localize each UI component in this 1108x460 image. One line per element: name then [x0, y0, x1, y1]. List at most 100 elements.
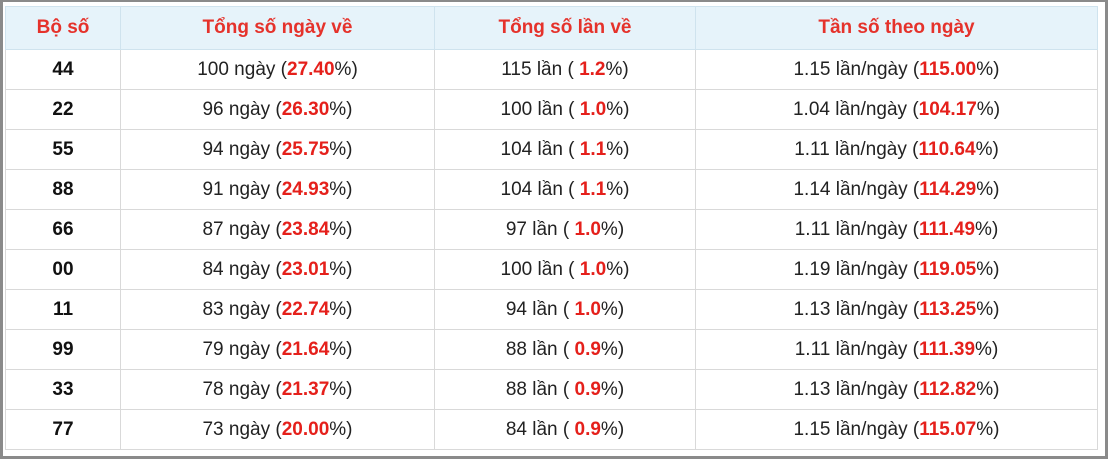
cell-text: 94 ngày ( [202, 138, 282, 160]
highlight-percent: 119.05 [919, 258, 977, 280]
cell-text: %) [600, 418, 625, 440]
highlight-percent: 22.74 [281, 298, 330, 320]
stat-cell: 91 ngày (24.93%) [120, 169, 435, 210]
cell-text: %) [600, 218, 625, 240]
cell-text: %) [976, 258, 1000, 280]
cell-text: 1.11 lần/ngày ( [794, 338, 920, 360]
table-body: 44 100 ngày (27.40%) 115 lần ( 1.2%) 1.15 l… [5, 49, 1098, 450]
table-row: 66 87 ngày (23.84%) 97 lần ( 1.0%) 1.11 lần… [5, 209, 1098, 250]
cell-text: %) [605, 58, 629, 80]
cell-text: %) [329, 178, 353, 200]
stat-cell: 1.11 lần/ngày (111.49%) [695, 209, 1098, 250]
cell-text: %) [334, 58, 358, 80]
stat-cell: 1.11 lần/ngày (111.39%) [695, 329, 1098, 370]
cell-text: %) [600, 298, 625, 320]
cell-text: %) [976, 58, 1000, 80]
cell-text: 1.11 lần/ngày ( [794, 218, 920, 240]
number-cell: 33 [5, 369, 121, 410]
cell-text: 100 lần ( [500, 258, 580, 280]
header-cell: Tổng số ngày về [120, 6, 435, 50]
highlight-percent: 1.0 [574, 298, 601, 320]
number-cell: 66 [5, 209, 121, 250]
highlight-percent: 0.9 [574, 418, 601, 440]
stat-cell: 1.11 lần/ngày (110.64%) [695, 129, 1098, 170]
cell-text: %) [606, 98, 630, 120]
cell-text: 1.15 lần/ngày ( [793, 58, 920, 80]
highlight-percent: 111.39 [919, 338, 976, 360]
cell-text: %) [976, 298, 1000, 320]
cell-text: 88 lần ( [505, 378, 575, 400]
highlight-percent: 27.40 [287, 58, 335, 80]
highlight-percent: 20.00 [281, 418, 330, 440]
table-row: 44 100 ngày (27.40%) 115 lần ( 1.2%) 1.15 l… [5, 49, 1098, 90]
cell-text: %) [329, 258, 353, 280]
cell-text: %) [329, 298, 353, 320]
cell-text: 104 lần ( [500, 138, 580, 160]
cell-text: %) [975, 218, 999, 240]
cell-text: %) [976, 98, 1001, 120]
stat-cell: 73 ngày (20.00%) [120, 409, 435, 450]
highlight-percent: 114.29 [919, 178, 977, 200]
highlight-percent: 110.64 [918, 138, 976, 160]
highlight-percent: 21.37 [281, 378, 330, 400]
highlight-percent: 1.0 [579, 258, 607, 280]
highlight-percent: 24.93 [281, 178, 330, 200]
cell-text: 100 lần ( [500, 98, 580, 120]
stat-cell: 104 lần ( 1.1%) [434, 129, 696, 170]
highlight-percent: 1.0 [574, 218, 601, 240]
cell-text: 79 ngày ( [202, 338, 282, 360]
highlight-percent: 115.00 [919, 58, 977, 80]
stat-cell: 1.15 lần/ngày (115.00%) [695, 49, 1098, 90]
table-row: 00 84 ngày (23.01%) 100 lần ( 1.0%) 1.19 lầ… [5, 249, 1098, 290]
stat-cell: 88 lần ( 0.9%) [434, 329, 696, 370]
stat-cell: 94 ngày (25.75%) [120, 129, 435, 170]
table-row: 88 91 ngày (24.93%) 104 lần ( 1.1%) 1.14 lầ… [5, 169, 1098, 210]
number-cell: 11 [5, 289, 121, 330]
highlight-percent: 115.07 [919, 418, 977, 440]
stat-cell: 100 lần ( 1.0%) [434, 89, 696, 130]
cell-text: %) [975, 338, 999, 360]
cell-text: %) [976, 418, 1000, 440]
highlight-percent: 104.17 [918, 98, 977, 120]
highlight-percent: 1.0 [579, 98, 607, 120]
cell-text: 1.14 lần/ngày ( [793, 178, 920, 200]
cell-text: %) [606, 258, 630, 280]
stat-cell: 104 lần ( 1.1%) [434, 169, 696, 210]
stat-cell: 94 lần ( 1.0%) [434, 289, 696, 330]
stat-cell: 1.19 lần/ngày (119.05%) [695, 249, 1098, 290]
number-cell: 22 [5, 89, 121, 130]
cell-text: %) [329, 138, 353, 160]
cell-text: 84 ngày ( [202, 258, 282, 280]
cell-text: %) [329, 418, 353, 440]
stat-cell: 1.13 lần/ngày (112.82%) [695, 369, 1098, 410]
cell-text: %) [600, 378, 625, 400]
stat-cell: 84 ngày (23.01%) [120, 249, 435, 290]
highlight-percent: 112.82 [919, 378, 977, 400]
cell-text: %) [606, 138, 630, 160]
cell-text: %) [329, 378, 353, 400]
number-cell: 44 [5, 49, 121, 90]
cell-text: 88 lần ( [505, 338, 575, 360]
cell-text: 96 ngày ( [202, 98, 282, 120]
cell-text: %) [600, 338, 625, 360]
header-row: Bộ số Tổng số ngày về Tổng số lần về Tần số… [5, 6, 1098, 50]
highlight-percent: 113.25 [919, 298, 977, 320]
cell-text: %) [975, 138, 999, 160]
table-row: 33 78 ngày (21.37%) 88 lần ( 0.9%) 1.13 lần… [5, 369, 1098, 410]
table-row: 22 96 ngày (26.30%) 100 lần ( 1.0%) 1.04 lầ… [5, 89, 1098, 130]
number-cell: 55 [5, 129, 121, 170]
stat-cell: 1.15 lần/ngày (115.07%) [695, 409, 1098, 450]
highlight-percent: 26.30 [281, 98, 330, 120]
cell-text: 87 ngày ( [202, 218, 282, 240]
number-cell: 88 [5, 169, 121, 210]
highlight-percent: 23.01 [281, 258, 330, 280]
cell-text: %) [329, 338, 353, 360]
stat-cell: 78 ngày (21.37%) [120, 369, 435, 410]
highlight-percent: 1.2 [579, 58, 606, 80]
stat-cell: 1.13 lần/ngày (113.25%) [695, 289, 1098, 330]
highlight-percent: 25.75 [281, 138, 330, 160]
stat-cell: 97 lần ( 1.0%) [434, 209, 696, 250]
cell-text: 1.13 lần/ngày ( [793, 378, 920, 400]
stat-cell: 83 ngày (22.74%) [120, 289, 435, 330]
stat-cell: 100 ngày (27.40%) [120, 49, 435, 90]
